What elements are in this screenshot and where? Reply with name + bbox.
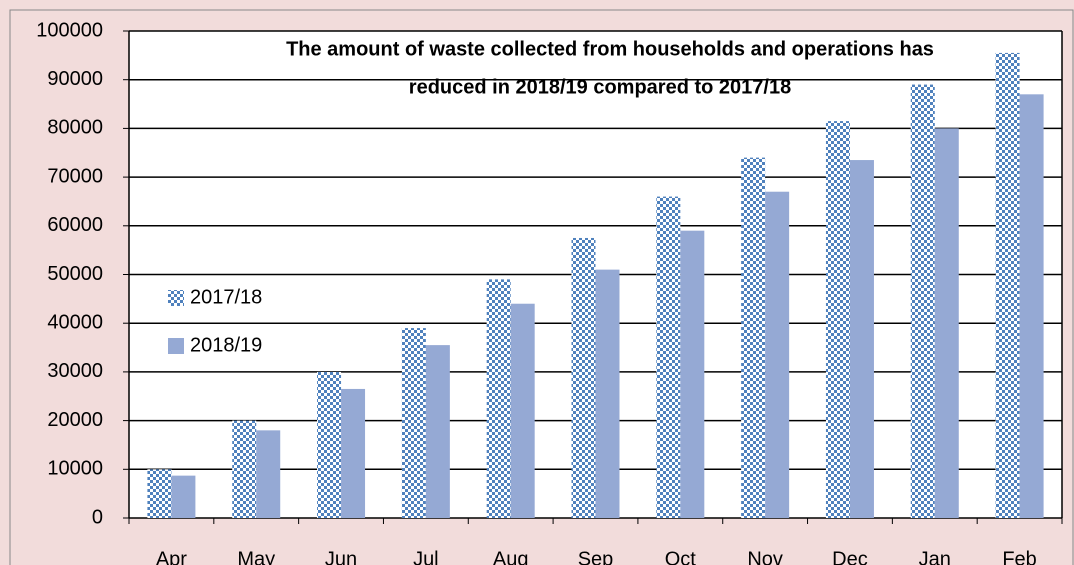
y-tick-label: 10000 <box>47 458 103 480</box>
bar <box>510 303 535 518</box>
y-tick-label: 20000 <box>47 409 103 431</box>
y-tick-label: 90000 <box>47 68 103 90</box>
y-tick-label: 80000 <box>47 117 103 139</box>
x-tick-label: Dec <box>832 548 868 565</box>
bar <box>825 121 850 518</box>
bar <box>595 269 620 518</box>
legend-swatch <box>168 338 184 354</box>
y-tick-label: 50000 <box>47 263 103 285</box>
bar <box>680 230 705 519</box>
y-tick-label: 40000 <box>47 311 103 333</box>
bar <box>401 328 426 518</box>
x-tick-label: Feb <box>1002 548 1036 565</box>
bar <box>232 420 257 518</box>
x-tick-label: Nov <box>747 548 783 565</box>
y-tick-label: 60000 <box>47 214 103 236</box>
y-tick-label: 100000 <box>36 19 103 41</box>
y-tick-label: 70000 <box>47 165 103 187</box>
chart-title: The amount of waste collected from house… <box>286 38 934 60</box>
legend-label: 2017/18 <box>190 286 262 308</box>
y-tick-label: 0 <box>92 506 103 528</box>
legend-swatch <box>168 290 184 306</box>
bar <box>741 157 766 518</box>
bar <box>910 84 935 518</box>
legend-label: 2018/19 <box>190 334 262 356</box>
x-tick-label: Oct <box>665 548 697 565</box>
x-tick-label: Aug <box>493 548 529 565</box>
bar <box>341 388 366 518</box>
bar <box>571 237 596 518</box>
bar <box>765 191 790 518</box>
bar <box>656 196 681 518</box>
x-tick-label: Jun <box>325 548 357 565</box>
bar <box>486 279 511 518</box>
bar <box>995 52 1020 518</box>
bar <box>256 430 281 518</box>
bar <box>425 345 450 518</box>
x-tick-label: Jul <box>413 548 439 565</box>
x-tick-label: Jan <box>919 548 951 565</box>
x-tick-label: Apr <box>156 548 187 565</box>
bar <box>171 475 196 518</box>
chart-title: reduced in 2018/19 compared to 2017/18 <box>409 76 791 98</box>
y-tick-label: 30000 <box>47 360 103 382</box>
x-tick-label: Sep <box>578 548 614 565</box>
bar <box>1019 94 1044 518</box>
bar <box>147 469 172 518</box>
x-tick-label: May <box>237 548 275 565</box>
bar <box>849 160 874 518</box>
bar <box>934 128 959 518</box>
bar <box>317 371 342 518</box>
